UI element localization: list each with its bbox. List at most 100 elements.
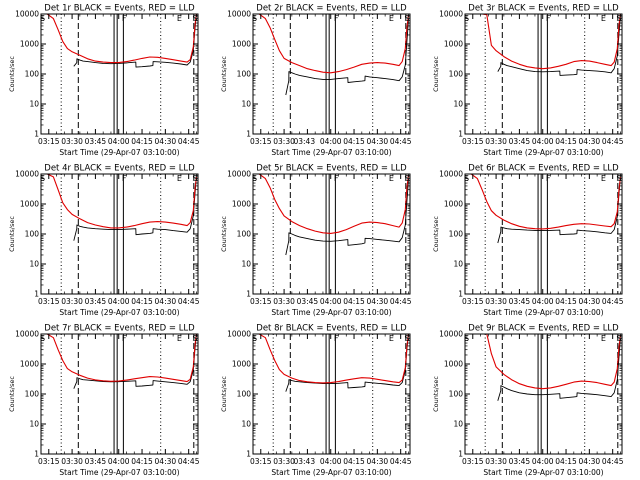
phase-marker-s: S bbox=[404, 14, 409, 23]
y-axis-label: Counts/sec bbox=[220, 216, 228, 252]
x-axis-label: Start Time (29-Apr-07 03:10:00) bbox=[59, 148, 179, 157]
series-lld-line bbox=[465, 14, 621, 70]
x-tick-label: 04:45 bbox=[602, 297, 624, 306]
x-tick-label: 03:15 bbox=[462, 137, 484, 146]
series-lld-line bbox=[41, 14, 197, 64]
y-tick-label: 100 bbox=[449, 230, 464, 239]
y-tick-label: 1000 bbox=[444, 200, 463, 209]
x-tick-label: 04:00 bbox=[108, 457, 130, 466]
x-tick-label: 04:30 bbox=[367, 137, 389, 146]
y-tick-label: 10 bbox=[453, 420, 463, 429]
phase-marker-s: S bbox=[404, 174, 409, 183]
phase-marker-s: S bbox=[252, 14, 257, 23]
x-tick-label: 04:00 bbox=[320, 457, 342, 466]
x-tick-label: 03:30 bbox=[61, 457, 83, 466]
phase-marker-s: S bbox=[192, 334, 197, 343]
y-tick-label: 1 bbox=[34, 130, 39, 139]
plot-frame bbox=[252, 173, 411, 295]
phase-marker-s: S bbox=[192, 174, 197, 183]
y-tick-label: 10 bbox=[453, 260, 463, 269]
phase-marker-s: S bbox=[464, 14, 469, 23]
phase-marker-s: S bbox=[616, 14, 621, 23]
phase-marker-s: S bbox=[616, 334, 621, 343]
phase-marker-s: S bbox=[616, 174, 621, 183]
x-tick-label: 03:15 bbox=[38, 137, 60, 146]
x-tick-label: 04:15 bbox=[131, 137, 153, 146]
x-axis-label: Start Time (29-Apr-07 03:10:00) bbox=[271, 468, 391, 477]
chart-panel-8: Det 8r BLACK = Events, RED = LLD Counts/s… bbox=[220, 324, 412, 478]
phase-marker-e: E bbox=[177, 174, 182, 183]
y-axis-label: Counts/sec bbox=[432, 376, 440, 412]
series-lld-line bbox=[465, 174, 621, 230]
y-tick-label: 1 bbox=[458, 450, 463, 459]
y-tick-label: 100 bbox=[237, 230, 252, 239]
chart-title: Det 8r BLACK = Events, RED = LLD bbox=[256, 324, 407, 334]
y-tick-label: 1000 bbox=[232, 40, 251, 49]
x-tick-label: 04:30 bbox=[367, 297, 389, 306]
y-tick-label: 10000 bbox=[439, 170, 463, 179]
chart-title: Det 5r BLACK = Events, RED = LLD bbox=[256, 164, 407, 174]
chart-panel-4: Det 4r BLACK = Events, RED = LLD Counts/s… bbox=[8, 164, 200, 318]
series-lld-line bbox=[41, 334, 197, 383]
x-tick-label: 04:30 bbox=[155, 297, 177, 306]
phase-marker-f: F bbox=[122, 334, 127, 343]
x-tick-label: 04:00 bbox=[320, 137, 342, 146]
series-events-line bbox=[73, 334, 197, 389]
x-tick-label: 04:15 bbox=[131, 297, 153, 306]
x-tick-label: 03:45 bbox=[85, 137, 107, 146]
y-tick-label: 1000 bbox=[232, 200, 251, 209]
x-tick-label: 04:30 bbox=[579, 457, 601, 466]
x-axis-label: Start Time (29-Apr-07 03:10:00) bbox=[483, 148, 603, 157]
plot-frame bbox=[252, 333, 411, 455]
y-tick-label: 10 bbox=[29, 100, 39, 109]
x-tick-label: 03:30 bbox=[485, 137, 507, 146]
phase-marker-f: F bbox=[334, 174, 339, 183]
chart-title: Det 9r BLACK = Events, RED = LLD bbox=[468, 324, 619, 334]
phase-marker-s: S bbox=[40, 334, 45, 343]
y-tick-label: 10000 bbox=[439, 330, 463, 339]
x-tick-label: 03:30 bbox=[485, 297, 507, 306]
x-tick-label: 04:45 bbox=[178, 297, 200, 306]
y-tick-label: 1 bbox=[246, 450, 251, 459]
y-tick-label: 100 bbox=[25, 390, 40, 399]
x-tick-label: 04:15 bbox=[555, 457, 577, 466]
chart-title: Det 3r BLACK = Events, RED = LLD bbox=[468, 4, 619, 14]
phase-marker-e: E bbox=[177, 334, 182, 343]
phase-marker-f: F bbox=[334, 14, 339, 23]
chart-title: Det 7r BLACK = Events, RED = LLD bbox=[44, 324, 195, 334]
x-tick-label: 03:30 bbox=[61, 297, 83, 306]
y-axis-label: Counts/sec bbox=[432, 56, 440, 92]
x-tick-label: 04:15 bbox=[343, 457, 365, 466]
y-tick-label: 10 bbox=[241, 260, 251, 269]
y-tick-label: 1 bbox=[458, 290, 463, 299]
x-tick-label: 04:45 bbox=[178, 137, 200, 146]
x-tick-label: 04:15 bbox=[131, 457, 153, 466]
x-tick-label: 03:45 bbox=[85, 457, 107, 466]
y-tick-label: 1 bbox=[458, 130, 463, 139]
x-tick-label: 04:30 bbox=[579, 297, 601, 306]
series-events-line bbox=[285, 20, 409, 96]
x-axis-label: Start Time (29-Apr-07 03:10:00) bbox=[271, 308, 391, 317]
phase-marker-e: E bbox=[389, 14, 394, 23]
y-tick-label: 10000 bbox=[15, 330, 39, 339]
chart-title: Det 1r BLACK = Events, RED = LLD bbox=[44, 4, 195, 14]
series-lld-line bbox=[253, 174, 409, 234]
series-lld-line bbox=[253, 334, 409, 384]
phase-marker-s: S bbox=[252, 334, 257, 343]
chart-panel-3: Det 3r BLACK = Events, RED = LLD Counts/s… bbox=[432, 4, 624, 158]
phase-marker-s: S bbox=[192, 14, 197, 23]
phase-marker-e: E bbox=[177, 14, 182, 23]
series-lld-line bbox=[465, 334, 621, 390]
x-tick-label: 04:30 bbox=[579, 137, 601, 146]
x-tick-label: 03:43 bbox=[293, 457, 315, 466]
phase-marker-f: F bbox=[334, 334, 339, 343]
x-tick-label: 03:15 bbox=[38, 297, 60, 306]
x-tick-label: 04:45 bbox=[602, 457, 624, 466]
plot-frame bbox=[40, 13, 199, 135]
x-tick-label: 03:45 bbox=[85, 297, 107, 306]
y-tick-label: 10 bbox=[241, 100, 251, 109]
phase-marker-s: S bbox=[252, 174, 257, 183]
x-tick-label: 04:15 bbox=[343, 297, 365, 306]
chart-panel-9: Det 9r BLACK = Events, RED = LLD Counts/s… bbox=[432, 324, 624, 478]
